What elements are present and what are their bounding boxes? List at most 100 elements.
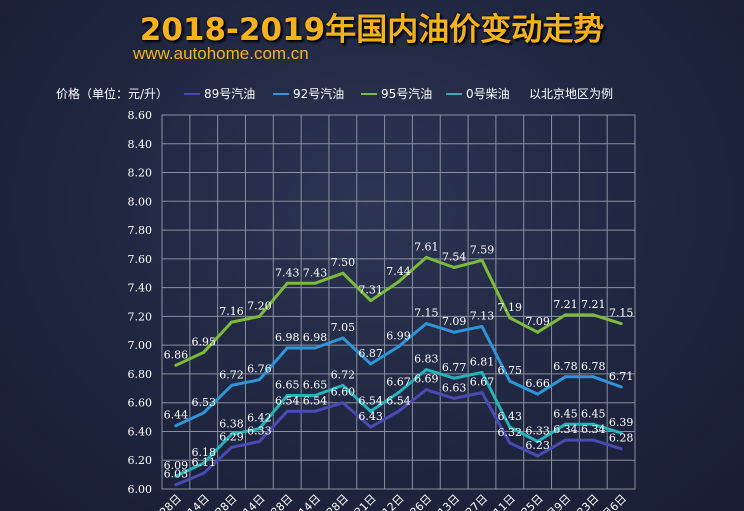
data-label: 6.65 — [303, 379, 328, 392]
y-tick-label: 8.60 — [128, 109, 153, 122]
data-point — [341, 336, 345, 340]
data-point — [202, 350, 206, 354]
data-point — [230, 445, 234, 449]
data-point — [619, 431, 623, 435]
data-point — [536, 392, 540, 396]
data-label: 6.42 — [247, 412, 272, 425]
legend-item-92: 92号汽油 — [293, 87, 345, 101]
data-point — [508, 316, 512, 320]
data-point — [452, 265, 456, 269]
data-label: 6.54 — [275, 394, 300, 407]
data-label: 7.05 — [331, 321, 356, 334]
data-point — [257, 314, 261, 318]
legend-item-89: 89号汽油 — [204, 87, 256, 101]
data-point — [369, 299, 373, 303]
data-label: 6.65 — [275, 379, 300, 392]
data-point — [230, 383, 234, 387]
data-label: 6.53 — [191, 396, 216, 409]
data-label: 6.67 — [470, 376, 495, 389]
data-point — [563, 313, 567, 317]
data-label: 6.39 — [609, 416, 634, 429]
data-point — [591, 438, 595, 442]
data-point — [313, 346, 317, 350]
data-point — [174, 474, 178, 478]
data-point — [257, 440, 261, 444]
data-point — [174, 483, 178, 487]
data-point — [257, 427, 261, 431]
data-point — [591, 422, 595, 426]
data-label: 7.31 — [358, 284, 383, 297]
data-point — [480, 391, 484, 395]
data-label: 6.76 — [247, 363, 272, 376]
data-point — [591, 313, 595, 317]
data-label: 7.44 — [386, 265, 411, 278]
legend-item-95: 95号汽油 — [381, 87, 433, 101]
data-label: 6.75 — [498, 364, 523, 377]
data-label: 7.19 — [498, 301, 523, 314]
data-point — [285, 346, 289, 350]
data-label: 7.43 — [275, 266, 300, 279]
data-point — [563, 375, 567, 379]
y-tick-label: 7.60 — [128, 253, 153, 266]
chart-title: 2018-2019年国内油价变动走势 — [139, 12, 605, 48]
data-label: 6.72 — [331, 368, 356, 381]
data-point — [397, 345, 400, 349]
data-label: 6.98 — [275, 331, 300, 344]
data-label: 6.44 — [164, 409, 189, 422]
data-point — [341, 383, 345, 387]
data-label: 6.95 — [191, 335, 216, 348]
data-label: 7.21 — [581, 298, 606, 311]
data-point — [563, 438, 567, 442]
y-tick-label: 6.60 — [128, 397, 153, 410]
data-label: 6.33 — [525, 425, 550, 438]
y-tick-label: 6.80 — [128, 368, 153, 381]
data-label: 6.32 — [498, 426, 523, 439]
data-label: 6.99 — [386, 330, 411, 343]
data-point — [452, 330, 456, 334]
legend-swatch-92 — [273, 93, 289, 95]
data-point — [424, 368, 428, 372]
data-label: 6.71 — [609, 370, 634, 383]
data-label: 6.33 — [247, 425, 272, 438]
data-label: 6.63 — [442, 381, 467, 394]
data-point — [202, 461, 206, 465]
data-label: 6.34 — [581, 423, 606, 436]
chart-note: 以北京地区为例 — [529, 87, 614, 101]
data-point — [397, 280, 400, 284]
data-point — [397, 409, 400, 413]
data-label: 6.69 — [414, 373, 439, 386]
data-label: 7.15 — [414, 307, 439, 320]
data-label: 7.13 — [470, 309, 495, 322]
y-tick-label: 8.20 — [128, 167, 153, 180]
data-label: 6.67 — [386, 376, 411, 389]
y-tick-label: 8.00 — [128, 195, 153, 208]
data-label: 6.72 — [219, 368, 244, 381]
data-label: 7.16 — [219, 305, 244, 318]
data-label: 7.20 — [247, 299, 272, 312]
data-label: 6.98 — [303, 331, 328, 344]
data-point — [536, 440, 540, 444]
data-point — [536, 330, 540, 334]
y-tick-label: 7.40 — [128, 282, 153, 295]
data-point — [369, 362, 373, 366]
data-point — [480, 370, 484, 374]
data-point — [230, 320, 234, 324]
data-label: 7.54 — [442, 250, 467, 263]
data-point — [619, 447, 623, 451]
data-label: 6.11 — [191, 456, 216, 469]
data-label: 6.29 — [219, 430, 244, 443]
data-point — [313, 409, 317, 413]
data-point — [202, 411, 206, 415]
data-label: 7.50 — [331, 256, 356, 269]
data-label: 6.45 — [553, 407, 578, 420]
data-label: 6.23 — [525, 439, 550, 452]
data-point — [508, 425, 512, 429]
data-point — [508, 441, 512, 445]
data-label: 6.77 — [442, 361, 467, 374]
data-label: 7.09 — [442, 315, 467, 328]
data-point — [285, 409, 289, 413]
data-label: 6.43 — [358, 410, 383, 423]
data-point — [424, 322, 428, 326]
legend-swatch-95 — [361, 93, 377, 95]
data-point — [257, 378, 261, 382]
